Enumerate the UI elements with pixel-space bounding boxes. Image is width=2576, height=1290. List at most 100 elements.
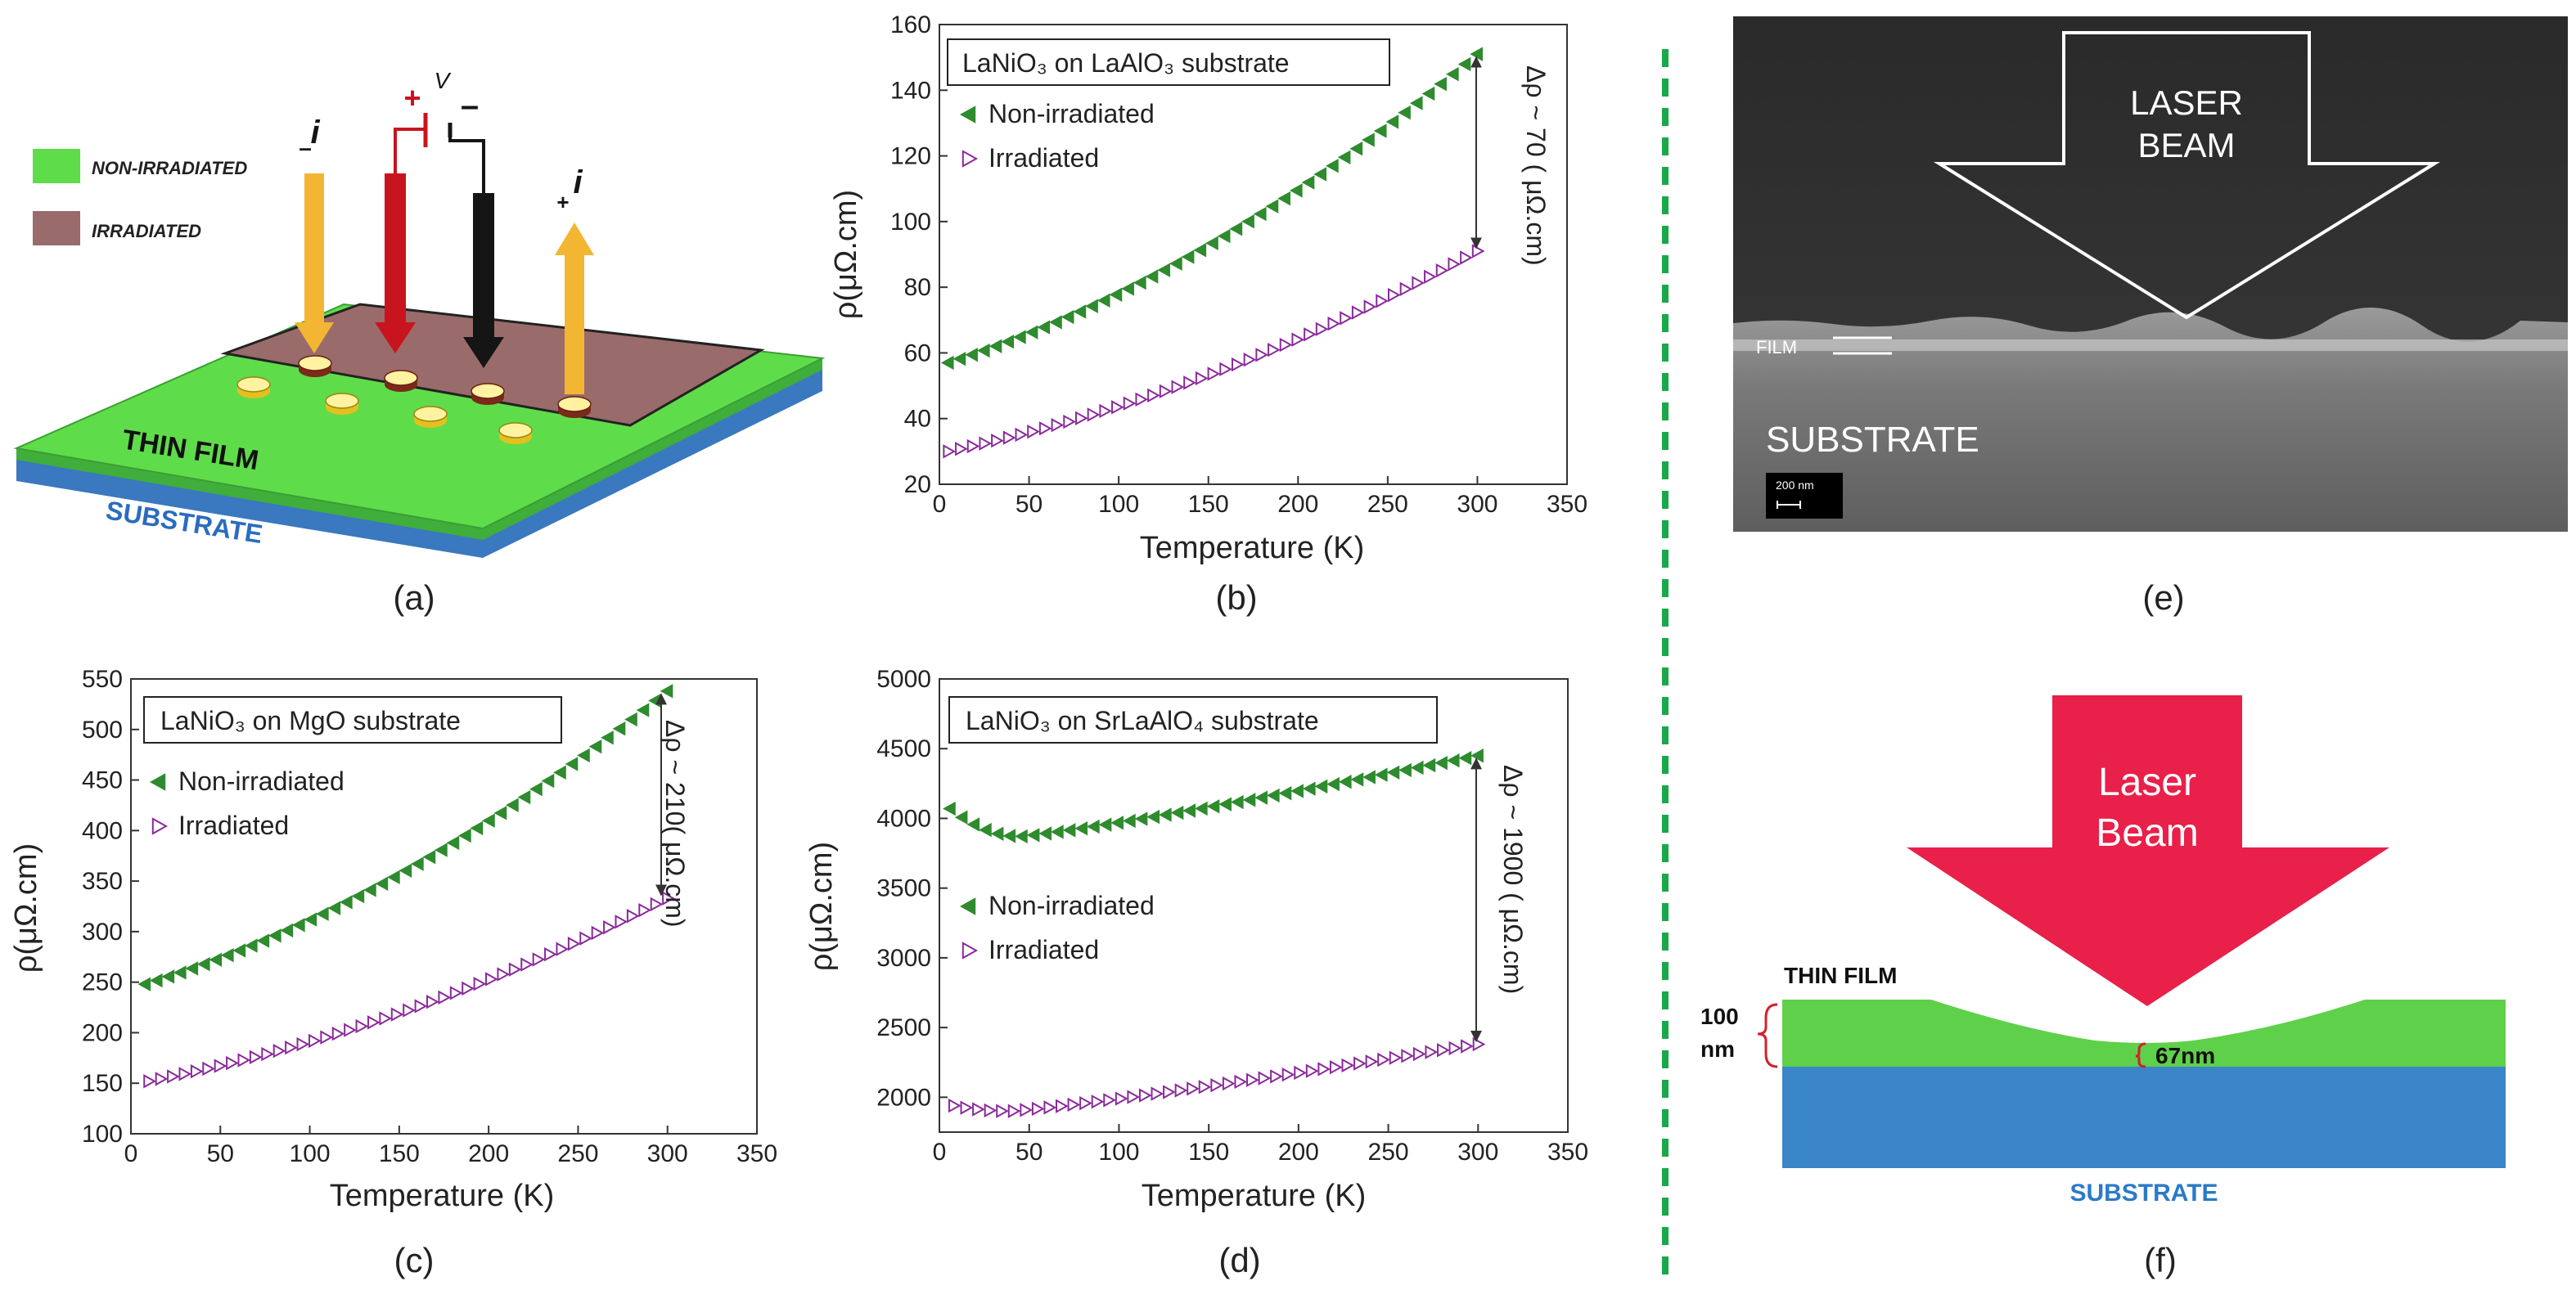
x-tick-label: 100 [1098,491,1139,518]
data-point [532,952,546,967]
data-point [149,773,166,791]
data-point [943,444,957,459]
data-point [1038,421,1052,436]
data-point [1460,250,1473,265]
data-point [256,933,270,948]
data-point [1091,1094,1105,1109]
series-non-irradiated [943,748,1484,844]
x-tick-label: 300 [1457,491,1497,518]
data-point [320,1030,334,1045]
data-point [990,826,1004,841]
chart-title-box [948,696,1438,744]
label-current-right-sign: + [556,190,569,214]
y-tick-label: 200 [82,1019,123,1046]
data-point [167,1069,180,1084]
y-tick-label: 3000 [876,945,931,972]
sem-film-label: FILM [1756,337,1797,357]
data-point [1174,1083,1188,1098]
contact-pad [413,406,448,428]
data-point [996,1103,1009,1118]
data-point [1353,1056,1367,1071]
data-point [411,856,424,871]
data-point [1386,765,1400,780]
data-point [485,972,498,987]
contact-pad-irradiated [298,355,332,377]
probe-current-out [555,222,594,394]
data-point [1315,321,1329,336]
chart-title: LaNiO₃ on MgO substrate [160,706,461,735]
data-point [1222,1076,1236,1091]
data-point [435,843,448,857]
label-current-left-sign: – [299,135,312,160]
data-point [1007,1103,1021,1118]
data-point [648,693,661,708]
y-tick-label: 20 [904,471,931,498]
y-tick-label: 40 [904,406,931,433]
plot-frame [939,24,1568,485]
x-ticks: 0 50 100 150 200 250 300 350 [124,1126,777,1167]
data-point [1198,1080,1212,1094]
data-point [161,969,175,984]
data-point [1217,228,1231,244]
dip-bracket [2135,1042,2146,1068]
data-point [426,995,439,1009]
y-axis-label: ρ(μΩ.cm) [9,843,43,973]
data-point [1341,1058,1355,1073]
data-point [185,961,199,976]
series-layer [943,748,1486,1118]
panel-e-sem-image: LASER BEAM FILM SUBSTRATE 200 nm [1733,16,2568,532]
data-point [1193,243,1207,258]
data-point [565,757,579,771]
data-point [1268,343,1281,357]
x-ticks: 0 50 100 150 200 250 300 350 [933,1124,1588,1166]
data-point [1133,275,1146,290]
data-point [1111,400,1124,415]
data-point [979,822,992,838]
data-point [1229,222,1243,236]
series-irradiated [948,1036,1486,1118]
data-point [1253,206,1267,222]
panel-label-f: (f) [2144,1241,2177,1279]
y-tick-label: 500 [82,717,123,744]
data-point [458,828,471,843]
data-point [190,1064,204,1079]
data-point [1171,380,1185,394]
data-point [966,817,980,832]
sem-film-layer [1733,339,2568,351]
data-point [624,712,637,727]
data-point [1146,809,1160,825]
y-tick-label: 140 [890,77,931,104]
data-point [1373,124,1387,138]
data-point [1398,762,1412,778]
laser-beam-arrow [1907,695,2389,1006]
data-point [961,150,979,168]
data-point [1270,1069,1283,1084]
data-point [1002,829,1016,843]
data-point [1145,269,1159,284]
delta-rho-annotation: Δρ ~ 1900 ( μΩ.cm) [1498,765,1528,994]
laser-beam-arrow [1934,31,2441,320]
legend-label: Irradiated [178,811,289,840]
data-point [1461,1039,1474,1054]
data-point [414,999,428,1014]
data-point [1121,281,1134,296]
data-point [1277,191,1290,206]
data-point [636,703,650,717]
data-point [1424,269,1437,285]
data-point [1169,256,1182,271]
delta-rho-annotation: Δρ ~ 210( μΩ.cm) [660,720,690,928]
y-tick-label: 250 [82,969,123,996]
data-point [553,765,566,780]
data-point [220,948,234,963]
data-point [520,957,534,972]
x-ticks: 0 50 100 150 200 250 300 350 [933,476,1587,518]
data-point [1304,327,1317,342]
data-point [367,1015,381,1030]
laser-text-line1: Laser [2098,761,2196,804]
data-point [1327,316,1341,331]
data-point [972,1102,985,1117]
data-point [1230,794,1244,810]
data-point [1074,821,1088,836]
data-point [1087,407,1101,422]
thickness-value: 100 [1700,1004,1739,1029]
